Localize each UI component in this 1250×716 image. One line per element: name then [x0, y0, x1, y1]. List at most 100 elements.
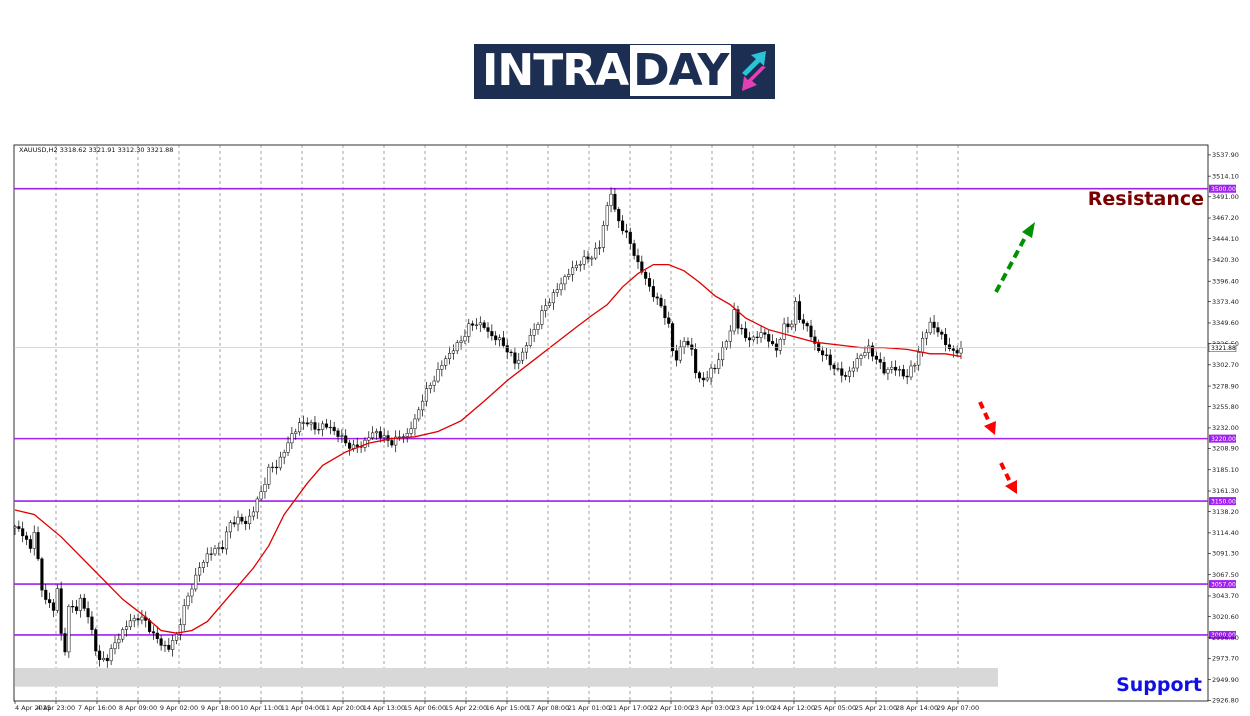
candle-body	[159, 638, 163, 646]
candle-body	[809, 325, 813, 338]
candle-body	[271, 466, 275, 469]
x-tick-label: 17 Apr 08:00	[527, 704, 569, 712]
candle-body	[640, 261, 644, 273]
candle-body	[251, 511, 255, 517]
candle-body	[959, 347, 963, 354]
candle-body	[209, 553, 213, 555]
candle-body	[417, 409, 421, 420]
x-tick-label: 24 Apr 12:00	[773, 704, 815, 712]
arrow-up-icon	[994, 222, 1035, 293]
candle-body	[463, 336, 467, 342]
candle-body	[513, 352, 517, 364]
candle-body	[851, 367, 855, 372]
y-tick-label: 3537.90	[1212, 151, 1239, 159]
candle-body	[113, 642, 117, 649]
candle-body	[36, 532, 40, 560]
x-tick-label: 15 Apr 06:00	[404, 704, 446, 712]
logo-arrows-icon	[742, 51, 766, 91]
candle-body	[817, 343, 821, 351]
candle-body	[694, 349, 698, 374]
candle-body	[413, 418, 417, 429]
candle-body	[290, 433, 294, 444]
candle-body	[71, 606, 75, 608]
x-tick-label: 10 Apr 11:00	[240, 704, 282, 712]
y-tick-label: 3067.50	[1212, 571, 1239, 579]
candle-body	[524, 345, 529, 353]
candle-body	[321, 423, 325, 430]
candle-body	[786, 323, 790, 328]
candle-body	[301, 422, 305, 424]
candle-body	[317, 429, 321, 431]
candle-body	[213, 548, 217, 555]
candle-body	[101, 657, 105, 660]
candle-body	[340, 435, 344, 437]
y-tick-label: 3491.00	[1212, 193, 1239, 201]
level-tag-label: 3000.00	[1211, 632, 1236, 639]
y-tick-label: 3185.10	[1212, 466, 1239, 474]
candle-body	[924, 332, 928, 339]
candle-body	[98, 650, 102, 660]
moving-average	[14, 263, 962, 634]
candle-body	[690, 344, 694, 350]
candle-body	[536, 324, 540, 330]
logo-text-intra: INTRA	[482, 45, 629, 96]
candle-body	[594, 247, 598, 259]
candle-body	[232, 522, 236, 525]
y-tick-label: 3514.10	[1212, 172, 1239, 180]
candle-body	[436, 369, 440, 382]
candle-body	[444, 358, 448, 366]
candle-body	[674, 350, 678, 361]
candle-body	[740, 327, 744, 330]
y-tick-label: 3278.90	[1212, 382, 1239, 390]
candle-body	[940, 331, 944, 335]
candle-body	[274, 466, 279, 469]
candle-body	[624, 230, 628, 233]
candle-body	[613, 193, 617, 210]
candle-body	[890, 366, 894, 370]
y-tick-label: 3349.60	[1212, 319, 1239, 327]
candle-body	[632, 243, 636, 256]
y-tick-label: 3114.40	[1212, 529, 1239, 537]
ma-line	[14, 263, 962, 634]
candle-body	[582, 256, 586, 265]
candle-body	[644, 271, 648, 279]
y-tick-label: 3467.20	[1212, 214, 1239, 222]
x-tick-label: 23 Apr 19:00	[732, 704, 774, 712]
x-tick-label: 16 Apr 15:00	[486, 704, 528, 712]
candle-body	[421, 400, 425, 411]
y-tick-label: 3043.70	[1212, 592, 1239, 600]
candle-body	[505, 345, 509, 353]
candle-body	[509, 351, 513, 354]
y-tick-label: 3138.20	[1212, 508, 1239, 516]
grid-lines	[55, 145, 959, 701]
level-tag-label: 3057.00	[1211, 581, 1236, 588]
candle-body	[228, 522, 232, 533]
intraday-logo: INTRA DAY	[474, 44, 775, 99]
candle-body	[186, 595, 190, 606]
candle-body	[701, 377, 705, 381]
candle-body	[947, 344, 952, 349]
candle-body	[224, 531, 229, 550]
x-tick-label: 11 Apr 20:00	[322, 704, 364, 712]
candle-body	[136, 618, 140, 621]
candle-body	[832, 364, 836, 369]
candle-body	[621, 220, 625, 232]
candle-body	[155, 632, 159, 639]
candle-body	[774, 343, 778, 351]
candle-body	[451, 350, 455, 354]
candle-body	[263, 484, 267, 492]
candle-body	[736, 309, 740, 329]
candle-body	[128, 620, 132, 628]
current-price-marker: 3321.88	[14, 343, 1237, 352]
candle-body	[717, 359, 721, 369]
candle-body	[682, 341, 686, 348]
candle-body	[744, 328, 748, 339]
candle-body	[455, 342, 459, 352]
arrow-down-icon	[978, 401, 996, 435]
candle-body	[490, 331, 494, 337]
candle-body	[605, 205, 609, 226]
candle-body	[221, 547, 225, 550]
candle-body	[305, 422, 309, 425]
candle-body	[578, 263, 582, 266]
